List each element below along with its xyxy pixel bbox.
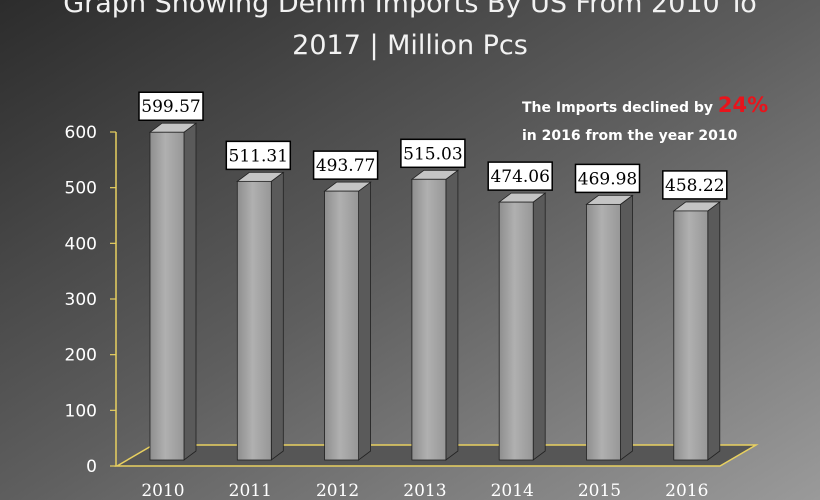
bar-side (358, 181, 372, 461)
data-label-box (225, 140, 292, 171)
data-label-box (574, 163, 641, 194)
data-label: 469.98 (578, 169, 637, 189)
x-tick-label: 2011 (229, 481, 272, 500)
x-tick-label: 2015 (578, 481, 621, 500)
y-tick-label: 600 (65, 123, 97, 143)
data-label: 515.03 (403, 144, 462, 164)
data-label-box (487, 161, 553, 191)
bar-2013: 515.03 (400, 138, 466, 461)
x-tick-label: 2014 (491, 481, 534, 500)
x-tick-label: 2016 (665, 481, 708, 500)
bar-2014: 474.06 (487, 161, 553, 461)
data-label: 458.22 (665, 176, 724, 196)
chart-title-line2: 2017 | Million Pcs (292, 30, 528, 61)
annotation-highlight: 24% (718, 93, 768, 117)
bar-2015: 469.98 (574, 163, 641, 461)
x-tick-label: 2012 (316, 481, 359, 500)
bar-side (445, 169, 459, 461)
data-label-box (312, 150, 379, 180)
bar-front (498, 201, 534, 461)
bar-2011: 511.31 (225, 140, 292, 461)
bar-side (620, 194, 633, 461)
bar-2012: 493.77 (312, 150, 379, 461)
bar-2010: 599.57 (138, 91, 204, 461)
bar-front (236, 180, 272, 461)
annotation-line2: in 2016 from the year 2010 (522, 128, 738, 144)
y-tick-label: 0 (86, 457, 97, 477)
bar-front (149, 131, 185, 461)
annotation-line1-prefix: The Imports declined by (522, 100, 718, 116)
y-tick-label: 100 (65, 401, 97, 421)
data-label-box (400, 138, 466, 169)
bar-side (532, 192, 546, 461)
bar-side (707, 201, 721, 461)
x-tick-label: 2010 (141, 481, 184, 500)
y-axis: 0 100 200 300 400 500 600 (65, 123, 117, 477)
y-tick-label: 400 (65, 234, 97, 254)
bar-2016: 458.22 (662, 170, 728, 461)
data-label: 599.57 (141, 97, 200, 117)
data-label-box (662, 170, 728, 200)
bar-front (673, 210, 709, 461)
bar-side (270, 171, 284, 461)
bar-front (586, 203, 621, 461)
data-label: 493.77 (316, 156, 375, 176)
bar-side (183, 122, 197, 461)
x-axis-labels: 2010 2011 2012 2013 2014 2015 2016 (141, 481, 708, 500)
chart-title-line1: Graph Showing Denim Imports By US From 2… (63, 0, 757, 19)
data-label-box (138, 91, 204, 121)
bars: 599.57 511.31 493.77 515.03 474.06 469.98 458.… (138, 91, 728, 461)
y-tick-label: 500 (65, 179, 97, 199)
bar-front (411, 178, 447, 461)
data-label: 474.06 (490, 167, 549, 187)
bar-front (324, 190, 360, 461)
y-tick-label: 300 (65, 290, 97, 310)
y-tick-label: 200 (65, 346, 97, 366)
annotation-line1: The Imports declined by 24% (522, 93, 768, 117)
data-label: 511.31 (229, 146, 288, 166)
x-tick-label: 2013 (403, 481, 446, 500)
